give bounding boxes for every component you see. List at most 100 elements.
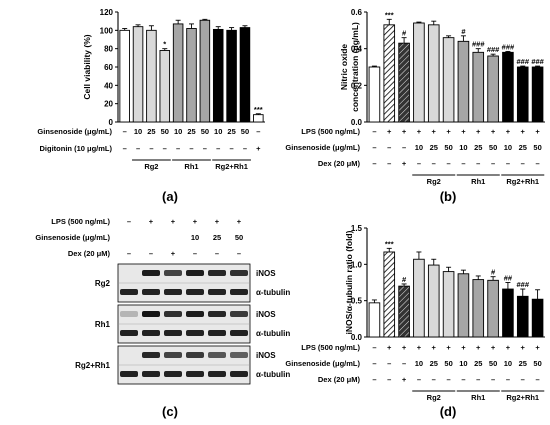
panel-b-bar <box>516 66 529 123</box>
panel-a-row-cell: – <box>136 144 140 153</box>
panel-c-tubulin-band <box>120 330 138 336</box>
panel-a-y-tick-label: 60 <box>104 63 113 72</box>
panel-d-row-cell: 25 <box>519 359 527 368</box>
panel-a-row-cell: 25 <box>227 127 235 136</box>
panel-b-significance-label: ### <box>516 57 529 66</box>
panel-a-row-cell: + <box>256 144 261 153</box>
panel-a-row-cell: 10 <box>214 127 222 136</box>
panel-b-significance-label: ### <box>502 42 515 51</box>
panel-d-row-cell: 10 <box>415 359 423 368</box>
panel-b-significance-label: ### <box>472 40 485 49</box>
panel-b-bar <box>398 42 410 123</box>
panel-b-row-cell: + <box>446 127 451 136</box>
panel-d-row-cell: – <box>476 375 480 384</box>
panel-a-y-tick-label: 0 <box>109 118 114 127</box>
panel-c-tubulin-band <box>120 371 138 377</box>
panel-d-row-cell: + <box>521 343 526 352</box>
panel-c-inos-band <box>164 270 182 276</box>
panel-a-group-label: Rg2 <box>144 162 158 171</box>
panel-d-row-cell: – <box>521 375 525 384</box>
panel-b-row-cell: 25 <box>430 143 438 152</box>
panel-a-row-cell: 10 <box>134 127 142 136</box>
panel-d-row-cell: 50 <box>489 359 497 368</box>
panel-b-row-cell: 25 <box>474 143 482 152</box>
panel-b-row-cell: – <box>372 127 376 136</box>
panel-d-row-cell: – <box>402 359 406 368</box>
panel-b-bar <box>531 66 544 123</box>
panel-d-row-cell: + <box>446 343 451 352</box>
panel-c-inos-band <box>142 352 160 358</box>
panel-d-row-cell: + <box>432 343 437 352</box>
panel-d-bar <box>531 298 544 338</box>
panel-d-row-cell: 10 <box>504 359 512 368</box>
panel-b-row-label: Dex (20 μM) <box>318 159 361 168</box>
panel-c-row-cell: – <box>127 249 131 258</box>
panel-label-d: (d) <box>440 404 457 419</box>
panel-b-row-cell: – <box>476 159 480 168</box>
panel-label-a: (a) <box>162 189 178 204</box>
panel-label-b: (b) <box>440 189 457 204</box>
panel-b-bar <box>383 24 396 123</box>
panel-d-row-cell: – <box>461 375 465 384</box>
panel-d-row-cell: 25 <box>430 359 438 368</box>
panel-b-row-cell: + <box>535 127 540 136</box>
panel-b-row-cell: + <box>402 159 407 168</box>
panel-a-row-cell: – <box>163 144 167 153</box>
panel-d-bar <box>516 295 529 338</box>
panel-d-row-cell: + <box>402 343 407 352</box>
panel-a-bar <box>226 29 237 123</box>
panel-c-tubulin-band <box>230 330 248 336</box>
panel-b-row-cell: – <box>417 159 421 168</box>
panel-b-y-label: Nitric oxideconcentration (μg/mL) <box>339 22 360 112</box>
panel-a-y-label: Cell viability (%) <box>82 34 92 99</box>
panel-c-inos-band <box>142 270 160 276</box>
panel-d-row-cell: – <box>446 375 450 384</box>
panel-b-chart: 0.0 0.2 0.4 0.6 Nitric oxideconcentration (μ… <box>285 8 545 186</box>
panel-b-row-cell: 50 <box>489 143 497 152</box>
panel-a-row-cell: – <box>230 144 234 153</box>
panel-b-row-cell: + <box>506 127 511 136</box>
panel-d-row-cell: + <box>506 343 511 352</box>
panel-c-tubulin-band <box>164 371 182 377</box>
panel-a-bar <box>253 114 264 123</box>
panel-b-y-tick-label: 0.2 <box>351 81 363 90</box>
panel-a-row-cell: 10 <box>174 127 182 136</box>
panel-a-row-cell: – <box>123 144 127 153</box>
panel-d-row-cell: – <box>417 375 421 384</box>
panel-c-row-cell: 10 <box>191 233 199 242</box>
panel-d-row-cell: 50 <box>533 359 541 368</box>
panel-c-row-label: LPS (500 ng/mL) <box>51 217 110 226</box>
panel-b-bar <box>457 40 470 123</box>
panel-c-tubulin-band <box>208 330 226 336</box>
panel-b-group-label: Rh1 <box>471 177 485 186</box>
panel-d-row-cell: + <box>417 343 422 352</box>
panel-b-row-cell: 50 <box>533 143 541 152</box>
panel-a-significance-label: *** <box>254 105 263 114</box>
panel-d-y-tick-label: 1.5 <box>351 224 363 233</box>
panel-a-row-cell: – <box>123 127 127 136</box>
panel-c-row-cell: + <box>149 217 154 226</box>
panel-b-significance-label: ### <box>531 57 544 66</box>
panel-b-row-cell: + <box>461 127 466 136</box>
panel-d-row-cell: + <box>461 343 466 352</box>
panel-c-band-label: iNOS <box>256 351 276 360</box>
panel-a-group-label: Rh1 <box>184 162 198 171</box>
panel-d-row-cell: + <box>476 343 481 352</box>
panel-d-y-tick-label: 0.5 <box>351 297 363 306</box>
panel-c-inos-band <box>186 311 204 317</box>
panel-b-row-cell: + <box>491 127 496 136</box>
panel-d-row-cell: 10 <box>459 359 467 368</box>
panel-d-bar <box>398 285 410 338</box>
panel-d-row-label: Dex (20 μM) <box>318 375 361 384</box>
panel-d-bar <box>427 264 440 338</box>
panel-label-c: (c) <box>162 404 178 419</box>
panel-a-row-cell: 50 <box>241 127 249 136</box>
panel-d-row-cell: + <box>402 375 407 384</box>
panel-d-significance-label: # <box>402 275 407 284</box>
panel-a-row-cell: – <box>149 144 153 153</box>
panel-a-bar <box>172 23 184 123</box>
panel-b-row-cell: – <box>491 159 495 168</box>
panel-a-bar <box>119 29 130 123</box>
panel-d-bar <box>413 258 425 338</box>
